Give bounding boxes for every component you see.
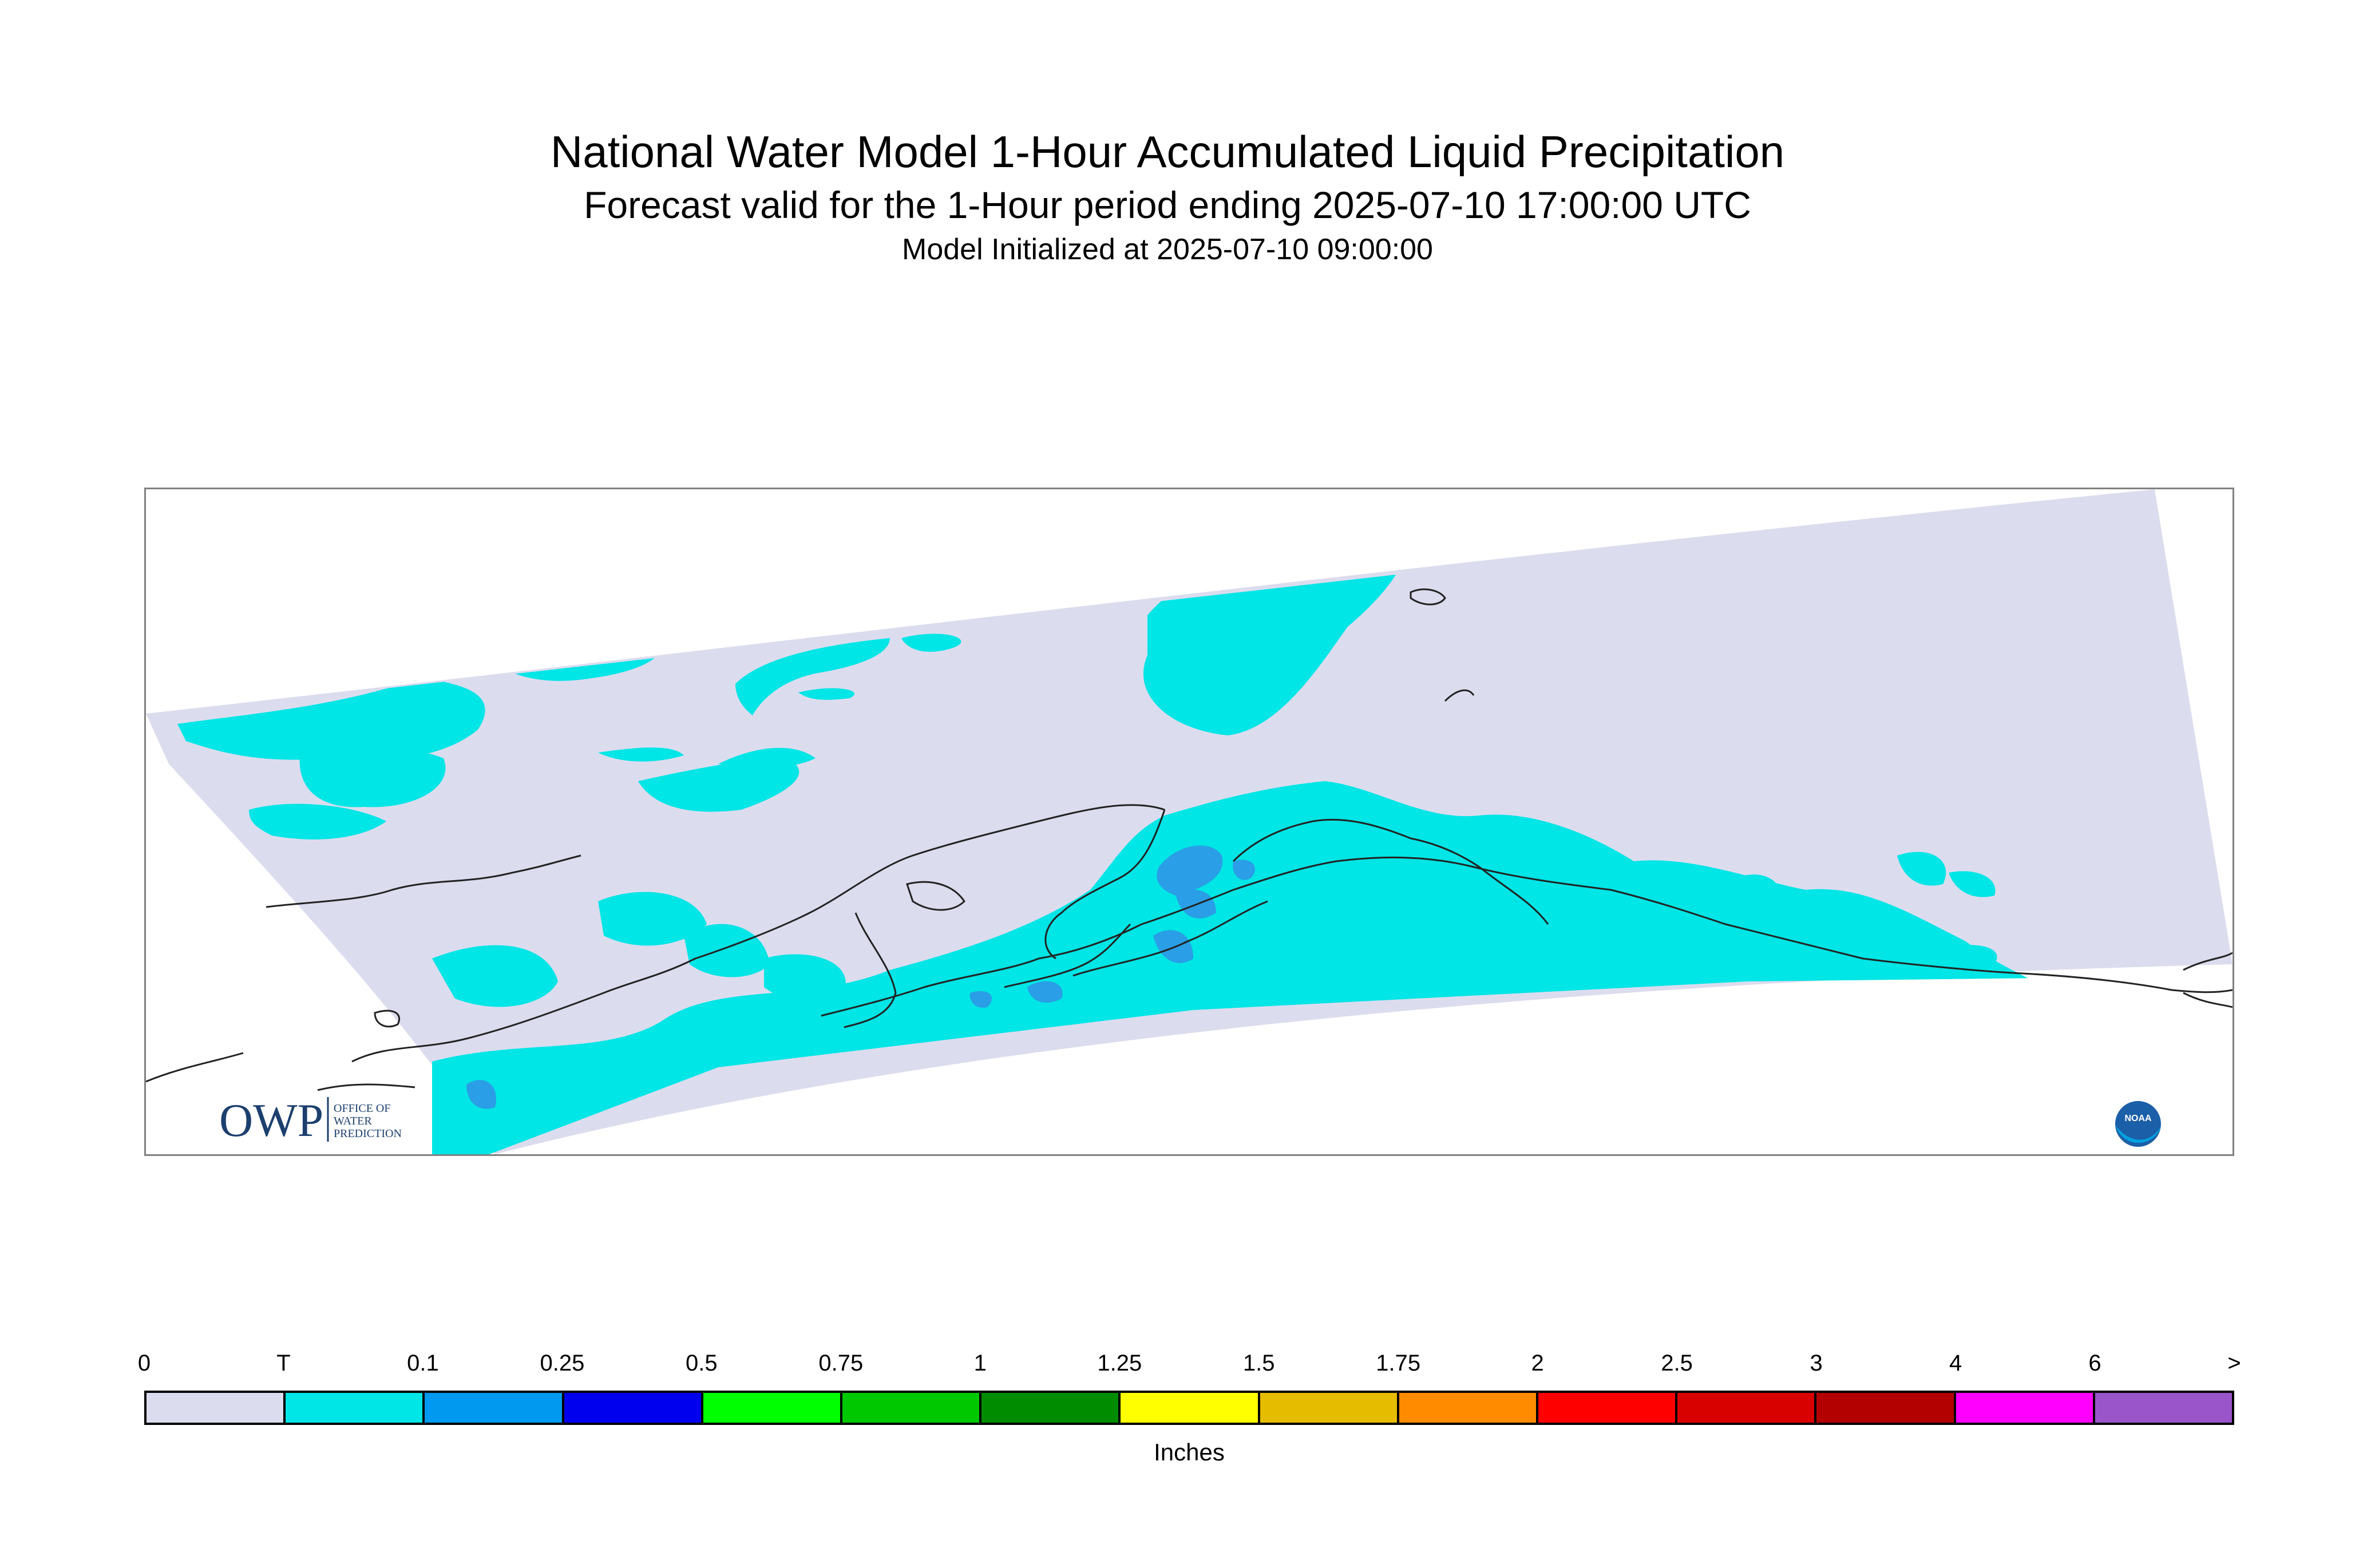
legend-swatch — [1260, 1393, 1399, 1423]
legend-tick-label: 4 — [1949, 1351, 1962, 1376]
legend-units-label: Inches — [1154, 1439, 1225, 1466]
owp-logo-line-2: WATER — [334, 1115, 372, 1127]
legend-swatch — [147, 1393, 286, 1423]
legend-swatch — [2095, 1393, 2232, 1423]
legend-tick-label: 2.5 — [1661, 1351, 1693, 1376]
legend-swatch — [1816, 1393, 1956, 1423]
legend-swatch — [425, 1393, 564, 1423]
map-subtitle: Forecast valid for the 1-Hour period end… — [584, 184, 1751, 226]
init-time: Model Initialized at 2025-07-10 09:00:00 — [902, 233, 1433, 266]
owp-logo: OWP OFFICE OF WATER PREDICTION — [219, 1094, 402, 1146]
legend-swatch — [1956, 1393, 2095, 1423]
legend-labels: 0 T 0.1 0.25 0.5 0.75 1 1.25 1.5 1.75 2 2.5 3 4 6 > — [138, 1351, 2241, 1391]
legend-tick-label: 2 — [1531, 1351, 1544, 1376]
legend-swatch — [1399, 1393, 1539, 1423]
legend-tick-label: > — [2227, 1351, 2241, 1376]
legend-tick-label: 6 — [2088, 1351, 2101, 1376]
legend-tick-label: 0 — [137, 1351, 151, 1376]
noaa-logo: NOAA — [2113, 1099, 2163, 1149]
legend-swatch — [1677, 1393, 1817, 1423]
owp-logo-letters: OWP — [219, 1094, 323, 1146]
precip-map[interactable]: OWP OFFICE OF WATER PREDICTION NOAA — [146, 489, 2232, 1154]
legend-swatch — [703, 1393, 843, 1423]
legend-swatch — [286, 1393, 425, 1423]
map-frame[interactable]: OWP OFFICE OF WATER PREDICTION NOAA — [144, 488, 2234, 1156]
legend-tick-label: 1.25 — [1097, 1351, 1142, 1376]
coastlines — [146, 588, 2232, 1091]
legend-tick-label: 3 — [1810, 1351, 1823, 1376]
legend-tick-label: 1.5 — [1242, 1351, 1275, 1376]
legend-swatch — [842, 1393, 982, 1423]
owp-logo-line-3: PREDICTION — [334, 1127, 402, 1140]
legend-tick-label: 0.75 — [818, 1351, 864, 1376]
legend-tick-label: 1 — [973, 1351, 987, 1376]
legend-tick-label: 1.75 — [1376, 1351, 1421, 1376]
legend-swatch — [981, 1393, 1121, 1423]
title-block: National Water Model 1-Hour Accumulated … — [0, 123, 2335, 270]
map-title: National Water Model 1-Hour Accumulated … — [550, 126, 1785, 177]
legend-swatch — [564, 1393, 703, 1423]
legend-swatch — [1538, 1393, 1678, 1423]
owp-logo-line-1: OFFICE OF — [334, 1102, 390, 1115]
legend-color-bar — [144, 1391, 2234, 1425]
legend-tick-label: 0.5 — [686, 1351, 718, 1376]
legend-tick-label: 0.25 — [540, 1351, 585, 1376]
color-legend: 0 T 0.1 0.25 0.5 0.75 1 1.25 1.5 1.75 2 2.5 3 4 6 > Inc… — [138, 1351, 2241, 1466]
noaa-logo-text: NOAA — [2124, 1114, 2152, 1123]
legend-tick-label: 0.1 — [407, 1351, 439, 1376]
legend-swatch — [1121, 1393, 1260, 1423]
legend-tick-label: T — [276, 1351, 291, 1376]
